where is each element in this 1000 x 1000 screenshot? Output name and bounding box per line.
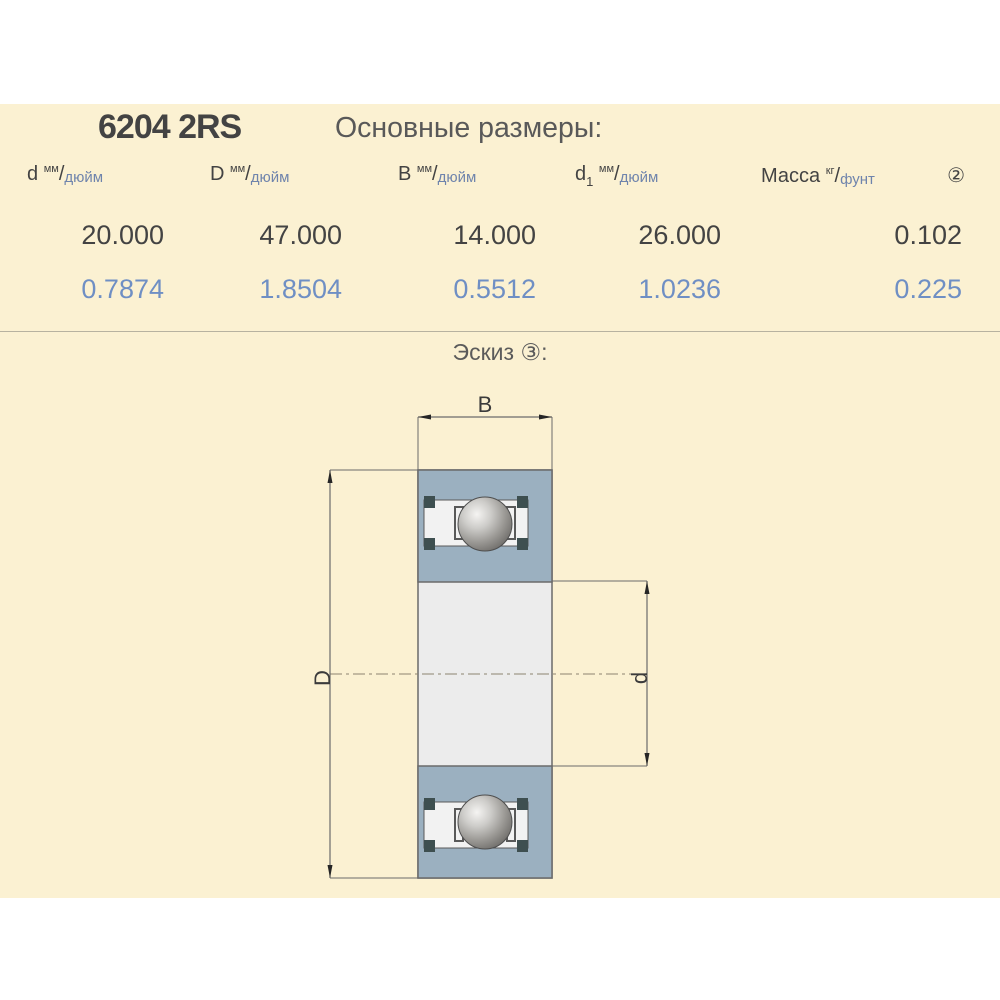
svg-text:D: D — [310, 670, 335, 686]
svg-text:B: B — [478, 392, 493, 417]
svg-text:d: d — [627, 672, 652, 684]
